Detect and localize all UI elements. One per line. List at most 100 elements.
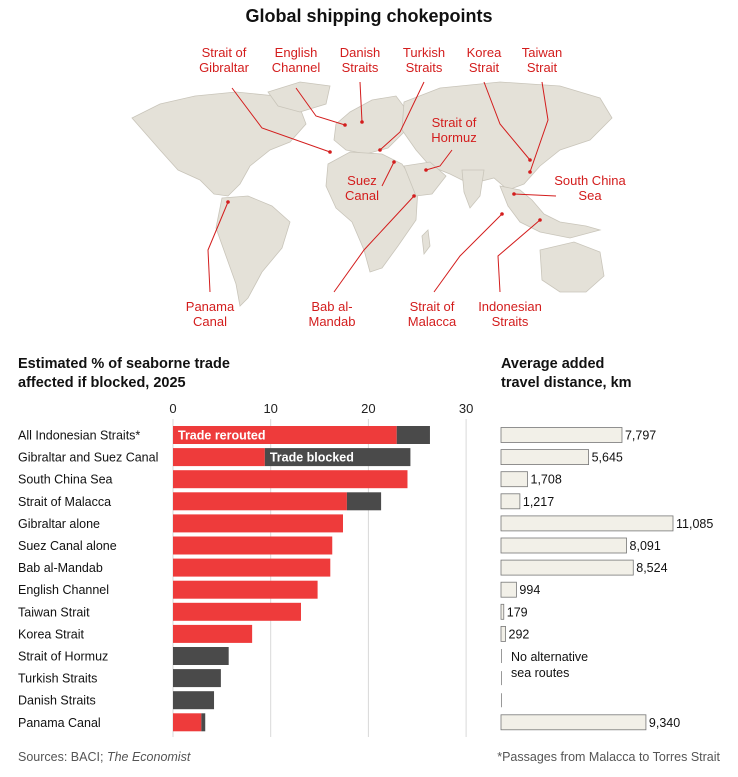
distance-bar bbox=[500, 427, 623, 443]
distance-bar bbox=[500, 537, 627, 554]
southeast-asia-shape bbox=[499, 185, 602, 239]
south-china-sea-marker bbox=[512, 192, 516, 196]
strait-of-gibraltar-label: Strait of Gibraltar bbox=[199, 45, 250, 75]
x-tick-label: 20 bbox=[361, 401, 375, 416]
x-tick-label: 10 bbox=[263, 401, 277, 416]
suez-canal-marker bbox=[392, 160, 396, 164]
distance-bar bbox=[500, 471, 528, 488]
south-china-sea-label: South China Sea bbox=[554, 173, 626, 203]
category-label: Gibraltar alone bbox=[18, 517, 100, 531]
bab-al-mandab-marker bbox=[412, 194, 416, 198]
bar-rerouted bbox=[173, 448, 265, 467]
sources-italic: The Economist bbox=[106, 750, 191, 764]
distance-value-label: 8,091 bbox=[630, 539, 661, 553]
australia-shape bbox=[539, 241, 605, 293]
turkish-straits-marker bbox=[378, 148, 382, 152]
english-channel-marker bbox=[343, 123, 347, 127]
distance-value-label: 8,524 bbox=[636, 561, 667, 575]
turkish-straits-label: Turkish Straits bbox=[403, 45, 445, 75]
left-chart-title: Estimated % of seaborne trade affected i… bbox=[18, 355, 230, 393]
madagascar-shape bbox=[421, 229, 431, 256]
category-label: Strait of Malacca bbox=[18, 495, 111, 509]
distance-bar bbox=[500, 714, 647, 731]
distance-value-label: 7,797 bbox=[625, 429, 656, 443]
turkish-straits-callout-line bbox=[379, 81, 425, 151]
panama-canal-marker bbox=[226, 200, 230, 204]
bar-rerouted bbox=[173, 713, 202, 732]
bar-rerouted bbox=[173, 514, 343, 533]
legend-trade-rerouted: Trade rerouted bbox=[178, 429, 266, 443]
strait-of-gibraltar-callout-line bbox=[231, 87, 331, 153]
distance-value-label: 994 bbox=[519, 583, 540, 597]
bar-rerouted bbox=[173, 492, 347, 511]
distance-bar bbox=[500, 581, 517, 598]
distance-bar bbox=[500, 493, 521, 510]
distance-bar bbox=[500, 603, 505, 620]
danish-straits-callout-line bbox=[359, 81, 363, 123]
category-label: Taiwan Strait bbox=[18, 605, 90, 619]
world-map: Strait of Gibraltar English Channel Danish St… bbox=[131, 45, 627, 329]
land-masses bbox=[131, 81, 613, 307]
panama-canal-callout-line bbox=[207, 201, 229, 293]
footnote: *Passages from Malacca to Torres Strait bbox=[497, 750, 720, 764]
africa-shape bbox=[325, 151, 419, 273]
indonesian-straits-marker bbox=[538, 218, 542, 222]
korea-strait-label: Korea Strait bbox=[467, 45, 502, 75]
english-channel-label: English Channel bbox=[272, 45, 321, 75]
strait-of-hormuz-label: Strait of Hormuz bbox=[431, 115, 477, 145]
south-china-sea-callout-line bbox=[513, 193, 557, 197]
suez-canal-callout-line bbox=[381, 161, 395, 187]
no-alternative-note: No alternative bbox=[511, 650, 588, 664]
category-label: Bab al-Mandab bbox=[18, 561, 103, 575]
category-label: Panama Canal bbox=[18, 716, 101, 730]
english-channel-callout-line bbox=[295, 87, 346, 126]
category-label: English Channel bbox=[18, 583, 109, 597]
right-chart-title: Average added travel distance, km bbox=[501, 355, 632, 393]
sources-note: Sources: BACI; The Economist bbox=[18, 750, 190, 764]
x-tick-label: 0 bbox=[169, 401, 176, 416]
indonesian-straits-label: Indonesian Straits bbox=[478, 299, 542, 329]
right-title-line-2: travel distance, km bbox=[501, 375, 632, 391]
panama-canal-label: Panama Canal bbox=[186, 299, 235, 329]
bar-rerouted bbox=[173, 470, 408, 489]
bar-blocked bbox=[264, 448, 411, 467]
left-title-line-1: Estimated % of seaborne trade bbox=[18, 356, 230, 372]
strait-of-hormuz-marker bbox=[424, 168, 428, 172]
distance-value-label: 179 bbox=[507, 605, 528, 619]
distance-value-label: 1,217 bbox=[523, 495, 554, 509]
bab-al-mandab-callout-line bbox=[333, 195, 415, 293]
bar-blocked bbox=[173, 647, 229, 665]
distance-value-label: 1,708 bbox=[531, 473, 562, 487]
bab-al-mandab-label: Bab al-Mandab bbox=[309, 299, 356, 329]
distance-value-label: 292 bbox=[509, 627, 530, 641]
india-shape bbox=[461, 169, 485, 209]
no-alternative-note: sea routes bbox=[511, 666, 569, 680]
x-tick-label: 30 bbox=[459, 401, 473, 416]
distance-bar bbox=[500, 625, 506, 642]
bar-charts: 0 10 20 30 All Indonesian Straits* Trade rero… bbox=[18, 401, 713, 737]
right-title-line-1: Average added bbox=[501, 356, 605, 372]
category-label: Strait of Hormuz bbox=[18, 650, 108, 664]
korea-strait-marker bbox=[528, 158, 532, 162]
legend-trade-blocked: Trade blocked bbox=[270, 451, 354, 465]
bar-blocked bbox=[396, 426, 430, 444]
category-label: Gibraltar and Suez Canal bbox=[18, 451, 158, 465]
chart-title: Global shipping chokepoints bbox=[245, 6, 493, 26]
strait-of-hormuz-callout-line bbox=[425, 149, 453, 171]
taiwan-strait-marker bbox=[528, 170, 532, 174]
callout-lines bbox=[207, 81, 557, 293]
danish-straits-label: Danish Straits bbox=[340, 45, 380, 75]
distance-bar bbox=[500, 515, 674, 532]
taiwan-strait-label: Taiwan Strait bbox=[522, 45, 562, 75]
strait-of-malacca-label: Strait of Malacca bbox=[408, 299, 457, 329]
bar-rerouted bbox=[173, 580, 318, 599]
sources-prefix: Sources: BACI; bbox=[18, 750, 107, 764]
distance-bar bbox=[500, 449, 589, 465]
korea-strait-callout-line bbox=[483, 81, 531, 161]
bar-blocked bbox=[201, 713, 206, 732]
bar-blocked bbox=[173, 669, 221, 688]
bar-rerouted bbox=[173, 602, 301, 621]
greenland-shape bbox=[267, 81, 331, 113]
distance-value-label: 5,645 bbox=[592, 451, 623, 465]
taiwan-strait-callout-line bbox=[529, 81, 549, 173]
